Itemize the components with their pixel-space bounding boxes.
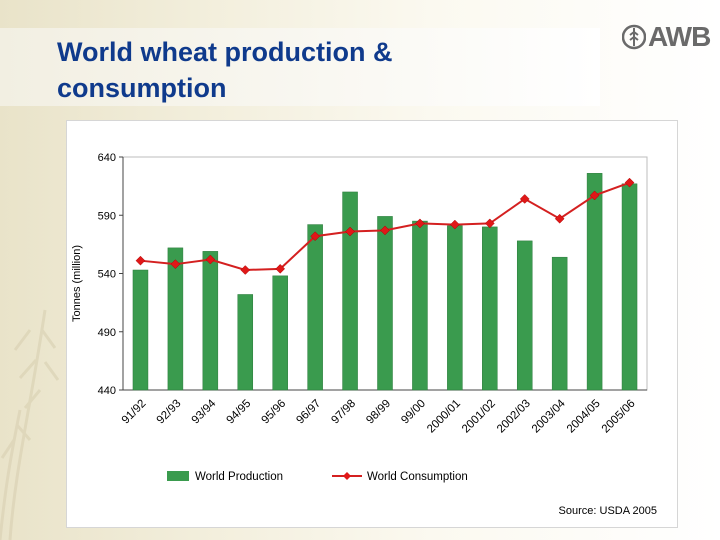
x-tick-label: 2004/05 (565, 398, 603, 436)
x-tick-label: 97/98 (329, 398, 358, 427)
y-tick-label: 490 (98, 327, 116, 339)
y-tick-label: 590 (98, 210, 116, 222)
consumption-point (310, 231, 320, 242)
bar (272, 275, 288, 391)
x-tick-label: 2003/04 (530, 397, 568, 435)
bar (551, 256, 568, 391)
wheat-watermark-icon (0, 309, 60, 540)
wheat-emblem-icon (622, 24, 646, 50)
consumption-point (240, 265, 251, 275)
consumption-point (275, 263, 286, 274)
legend-swatch-production (167, 471, 189, 481)
legend-label-production: World Production (195, 471, 283, 483)
y-tick-label: 440 (98, 385, 116, 397)
bar (377, 216, 393, 391)
x-tick-label: 2002/03 (495, 398, 533, 436)
consumption-point (589, 190, 600, 201)
consumption-point (450, 219, 460, 230)
chart: 440 490 540 590 640 Tonnes (million) 91/92 92/9… (71, 152, 648, 483)
bar (586, 173, 603, 391)
legend-marker-consumption (343, 472, 351, 480)
consumption-point (415, 218, 425, 229)
consumption-point (554, 213, 565, 224)
x-tick-label: 98/99 (364, 398, 393, 427)
bar (307, 224, 323, 391)
consumption-point (380, 225, 390, 236)
x-tick-label: 95/96 (259, 398, 288, 427)
x-tick-label: 92/93 (155, 398, 184, 427)
bar (342, 191, 358, 391)
y-tick-label: 540 (98, 269, 116, 281)
consumption-point (205, 254, 216, 265)
consumption-point (519, 194, 530, 204)
y-axis-label: Tonnes (million) (71, 245, 83, 322)
chart-panel: 440 490 540 590 640 Tonnes (million) 91/92 92/9… (66, 120, 678, 528)
bar (237, 294, 254, 391)
x-tick-label: 2000/01 (425, 398, 463, 436)
x-tick-label: 91/92 (120, 398, 149, 427)
x-tick-label: 2005/06 (600, 398, 638, 436)
x-tick-label: 2001/02 (460, 398, 498, 436)
slide-title-line2: consumption (57, 73, 227, 103)
bar (482, 226, 498, 391)
bar (516, 240, 533, 391)
consumption-point (170, 259, 181, 270)
slide-title: World wheat production & consumption (57, 34, 392, 106)
slide-title-line1: World wheat production & (57, 37, 393, 67)
consumption-point (135, 255, 146, 266)
awb-logo: AWB (622, 20, 711, 54)
bar (132, 269, 149, 391)
legend-label-consumption: World Consumption (367, 471, 468, 483)
bar (167, 247, 184, 391)
x-tick-label: 94/95 (225, 398, 254, 427)
x-tick-label: 93/94 (190, 397, 219, 426)
bar (447, 225, 463, 391)
y-tick-label: 640 (98, 152, 116, 164)
consumption-point (484, 218, 495, 229)
x-tick-label: 99/00 (399, 398, 428, 427)
bar (412, 220, 428, 391)
consumption-point (624, 177, 635, 188)
bar (621, 183, 638, 391)
consumption-point (345, 226, 355, 237)
logo-text: AWB (648, 21, 711, 52)
x-tick-label: 96/97 (294, 398, 323, 427)
bar (202, 251, 219, 391)
title-band (0, 28, 600, 106)
source-note: Source: USDA 2005 (558, 505, 657, 517)
